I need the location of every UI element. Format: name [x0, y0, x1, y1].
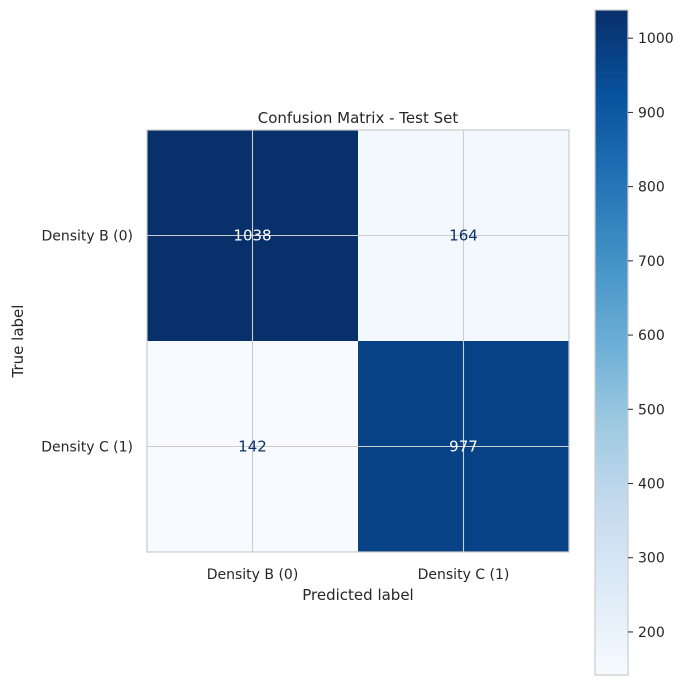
colorbar-tick-label: 200 — [638, 625, 665, 641]
y-tick-label: Density B (0) — [41, 229, 133, 245]
cell-value-label: 977 — [449, 438, 478, 456]
cell-value-label: 1038 — [233, 227, 271, 245]
colorbar-tick-label: 500 — [638, 402, 665, 418]
colorbar-tick-label: 600 — [638, 328, 665, 344]
colorbar-gradient — [594, 9, 629, 676]
plot-frame — [146, 129, 570, 553]
grid-lines — [147, 130, 569, 552]
chart-title: Confusion Matrix - Test Set — [258, 109, 459, 127]
x-axis-label: Predicted label — [302, 586, 413, 604]
cell-value-label: 142 — [238, 438, 267, 456]
x-tick-labels: Density B (0) Density C (1) — [207, 567, 510, 583]
y-axis-label: True label — [9, 305, 27, 379]
colorbar: 200 300 400 500 600 700 800 900 1000 — [594, 9, 674, 676]
cell-value-label: 164 — [449, 227, 478, 245]
y-tick-labels: Density B (0) Density C (1) — [41, 229, 133, 456]
matrix-cells — [147, 130, 569, 552]
colorbar-tick-labels: 200 300 400 500 600 700 800 900 1000 — [628, 31, 674, 641]
y-tick-label: Density C (1) — [41, 440, 133, 456]
cell-value-labels: 1038 164 142 977 — [233, 227, 477, 456]
colorbar-tick-label: 300 — [638, 551, 665, 567]
colorbar-tick-label: 700 — [638, 254, 665, 270]
colorbar-tick-label: 800 — [638, 180, 665, 196]
x-tick-label: Density B (0) — [207, 567, 299, 583]
x-tick-label: Density C (1) — [418, 567, 510, 583]
colorbar-tick-label: 400 — [638, 477, 665, 493]
colorbar-tick-label: 1000 — [638, 31, 674, 47]
colorbar-tick-label: 900 — [638, 105, 665, 121]
